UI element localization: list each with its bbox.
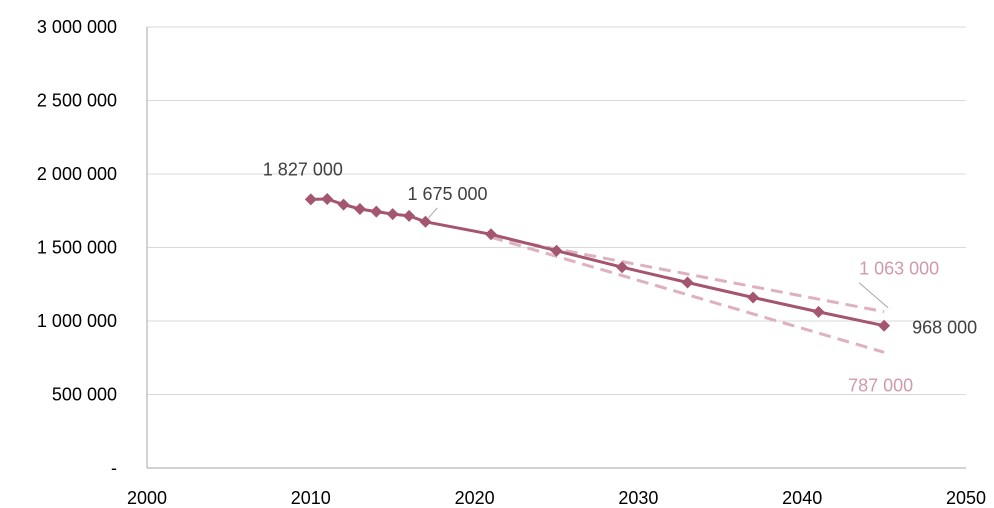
data-point-marker: [812, 305, 825, 318]
data-point-marker: [747, 291, 760, 304]
series-line-lower: [490, 235, 885, 354]
data-point-marker: [353, 202, 366, 215]
data-point-marker: [321, 192, 334, 205]
y-tick-label: -: [111, 458, 117, 478]
markers-layer: [304, 192, 891, 332]
x-tick-label: 2010: [291, 488, 331, 508]
data-point-marker: [386, 208, 399, 221]
data-point-marker: [337, 198, 350, 211]
leader-line: [428, 207, 438, 219]
data-point-marker: [403, 209, 416, 222]
data-point-marker: [878, 319, 891, 332]
y-tick-label: 1 000 000: [37, 311, 117, 331]
x-tick-label: 2000: [127, 488, 167, 508]
data-point-marker: [616, 261, 629, 274]
data-point-marker: [681, 276, 694, 289]
leader-line: [858, 282, 889, 309]
y-tick-label: 2 500 000: [37, 91, 117, 111]
x-tick-label: 2040: [782, 488, 822, 508]
data-label: 968 000: [912, 318, 977, 338]
x-tick-label: 2050: [946, 488, 986, 508]
data-point-marker: [484, 228, 497, 241]
data-label: 1 063 000: [859, 259, 939, 279]
data-point-marker: [550, 244, 563, 257]
data-point-marker: [419, 215, 432, 228]
data-point-marker: [370, 205, 383, 218]
data-label: 1 827 000: [263, 159, 343, 179]
data-label: 787 000: [848, 375, 913, 395]
axes: - 500 000 1 000 000 1 500 000 2 000 000 2 500…: [37, 17, 986, 508]
series-layer: [310, 197, 885, 354]
y-tick-label: 1 500 000: [37, 238, 117, 258]
y-tick-label: 500 000: [52, 385, 117, 405]
y-tick-label: 2 000 000: [37, 164, 117, 184]
data-labels-layer: 1 827 000 1 675 000 1 063 000 968 000 787 00…: [263, 159, 977, 395]
x-tick-label: 2020: [455, 488, 495, 508]
x-tick-label: 2030: [618, 488, 658, 508]
data-label: 1 675 000: [407, 184, 487, 204]
y-tick-label: 3 000 000: [37, 17, 117, 37]
series-line-main: [310, 197, 885, 328]
data-point-marker: [304, 193, 317, 206]
